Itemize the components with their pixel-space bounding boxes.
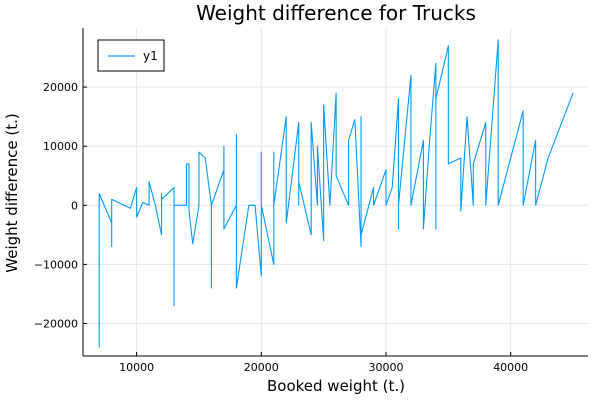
tick-labels: 10000 20000 30000 40000 −20000 −10000 0 10000 20… [34, 81, 528, 374]
legend: y1 [97, 39, 165, 72]
y-axis-label: Weight difference (t.) [3, 113, 21, 272]
x-tick-label: 30000 [369, 361, 404, 374]
x-tick-label: 20000 [244, 361, 279, 374]
y-tick-label: −20000 [34, 317, 78, 330]
axes [82, 28, 588, 357]
x-axis-label: Booked weight (t.) [267, 377, 405, 395]
y-tick-label: −10000 [34, 258, 78, 271]
grid [83, 28, 588, 356]
x-tick-label: 10000 [119, 361, 154, 374]
series-line-y1 [98, 39, 574, 348]
chart-title: Weight difference for Trucks [196, 1, 476, 25]
tick-marks [83, 86, 512, 356]
x-tick-label: 40000 [493, 361, 528, 374]
legend-label-y1: y1 [143, 49, 158, 63]
series-layer [98, 39, 574, 348]
y-tick-label: 0 [71, 199, 78, 212]
y-tick-label: 20000 [43, 81, 78, 94]
y-tick-label: 10000 [43, 140, 78, 153]
